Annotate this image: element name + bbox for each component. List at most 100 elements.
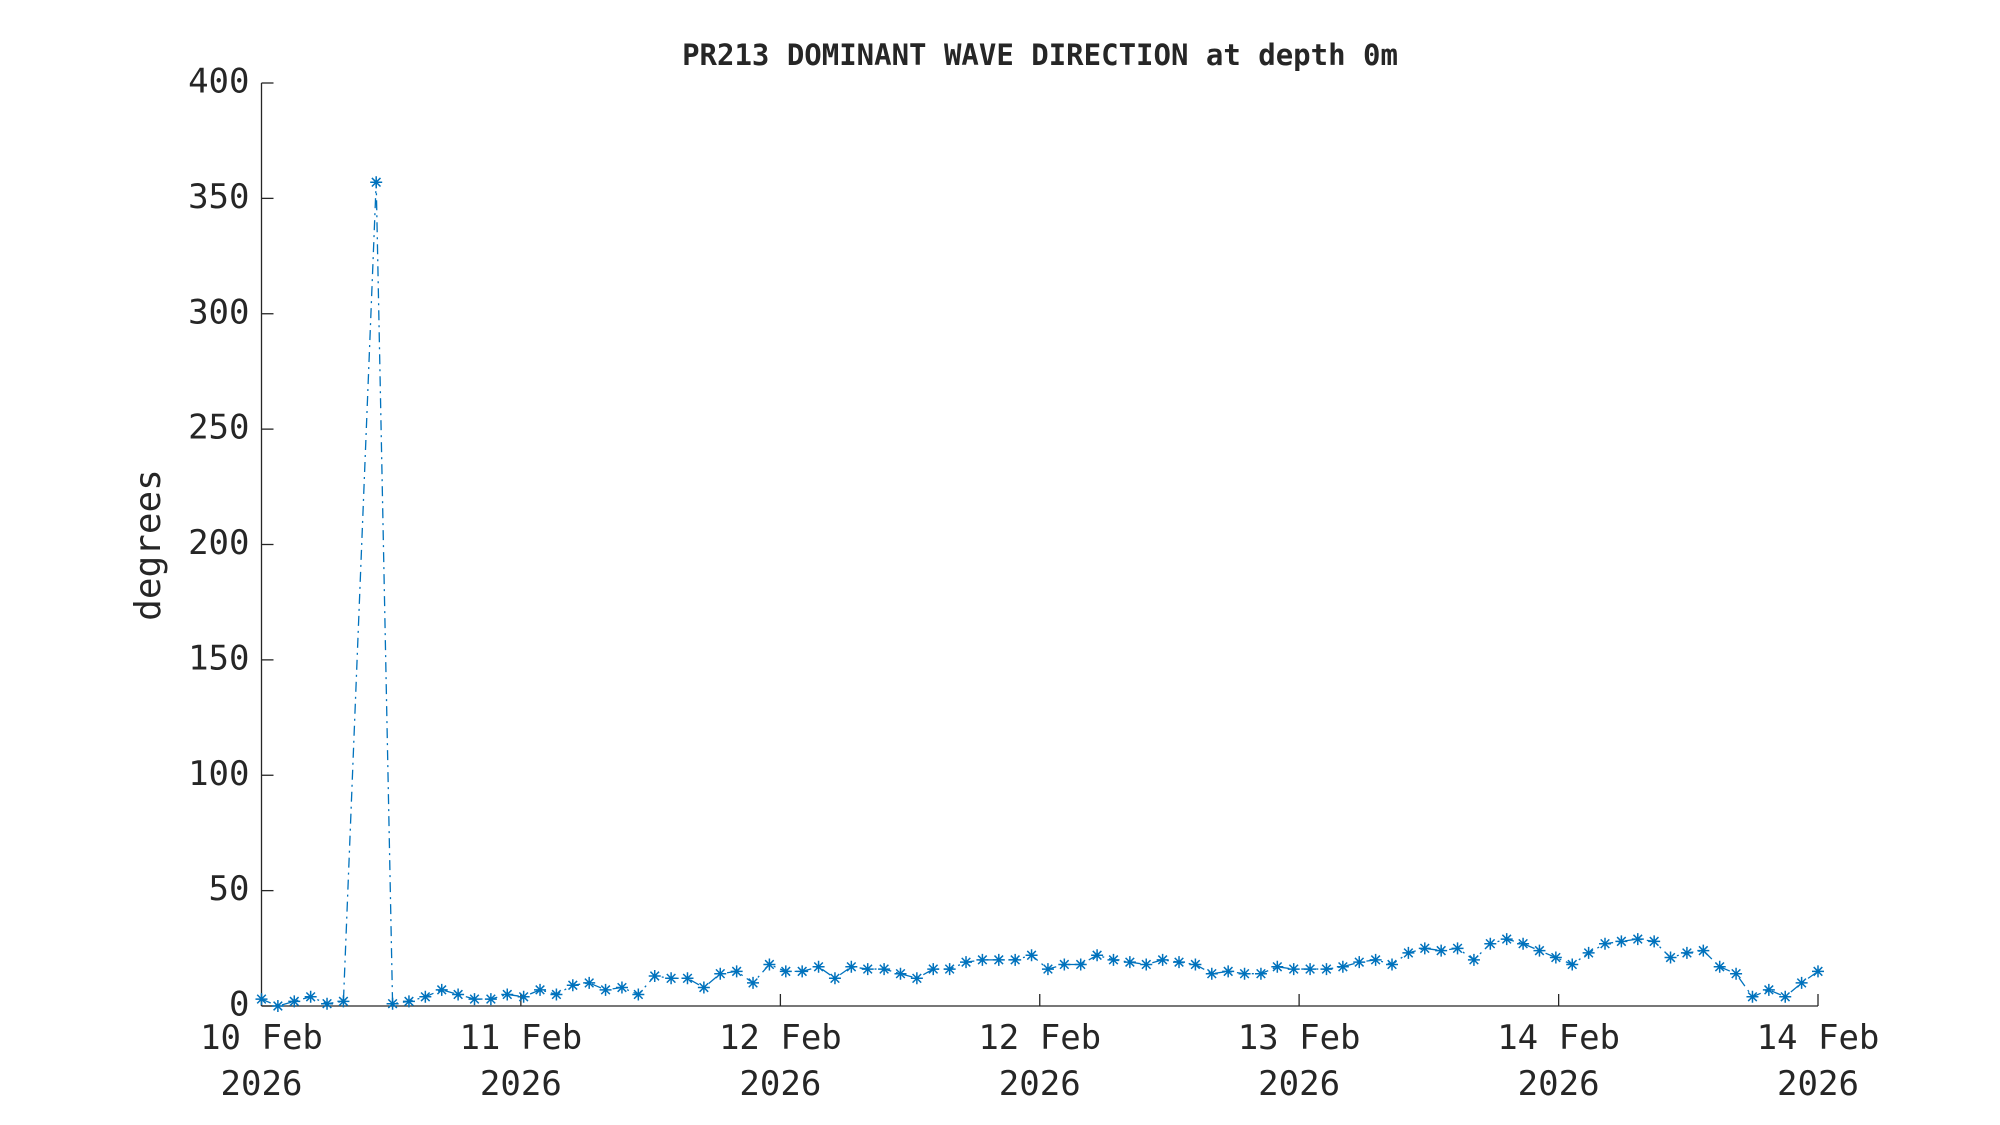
- data-point: [402, 995, 415, 1008]
- x-tick-label: 13 Feb 2026: [1237, 1018, 1361, 1104]
- data-point: [419, 990, 432, 1003]
- data-point: [583, 976, 596, 989]
- data-point: [992, 953, 1005, 966]
- data-point: [1353, 956, 1366, 969]
- data-point: [665, 972, 678, 985]
- data-point: [1730, 967, 1743, 980]
- data-point: [484, 993, 497, 1006]
- data-line: [261, 182, 1819, 1007]
- y-tick-label: 0: [229, 985, 249, 1025]
- data-point: [976, 953, 989, 966]
- y-axis-label: degrees: [128, 469, 169, 621]
- data-point: [681, 972, 694, 985]
- y-tick-label: 300: [188, 292, 249, 332]
- data-point: [796, 965, 809, 978]
- data-point: [1435, 944, 1448, 957]
- data-point: [1156, 953, 1169, 966]
- data-point: [1107, 953, 1120, 966]
- data-point: [812, 960, 825, 973]
- data-point: [255, 993, 268, 1006]
- data-point: [1123, 956, 1136, 969]
- data-point: [534, 983, 547, 996]
- x-tick-label: 11 Feb 2026: [459, 1018, 583, 1104]
- data-point: [1812, 965, 1824, 978]
- data-point: [1648, 935, 1661, 948]
- data-point: [1336, 960, 1349, 973]
- data-point: [1369, 953, 1382, 966]
- y-tick-label: 100: [188, 754, 249, 794]
- data-point: [566, 979, 579, 992]
- data-point: [1746, 990, 1759, 1003]
- data-point: [747, 976, 760, 989]
- data-point: [1631, 933, 1644, 946]
- data-point: [1599, 937, 1612, 950]
- data-point: [1664, 951, 1677, 964]
- data-point: [1304, 963, 1317, 976]
- data-point: [1058, 958, 1071, 971]
- data-point: [517, 990, 530, 1003]
- x-tick-label: 12 Feb 2026: [978, 1018, 1102, 1104]
- data-point: [615, 981, 628, 994]
- data-point: [452, 988, 465, 1001]
- data-point: [1680, 946, 1693, 959]
- y-tick-label: 200: [188, 523, 249, 563]
- y-tick-label: 150: [188, 638, 249, 678]
- data-point: [1795, 976, 1808, 989]
- data-point: [1140, 958, 1153, 971]
- data-point: [1222, 965, 1235, 978]
- x-tick-label: 14 Feb 2026: [1756, 1018, 1880, 1104]
- data-point: [550, 988, 563, 1001]
- data-point: [1091, 949, 1104, 962]
- data-point: [648, 970, 661, 983]
- x-tick-label: 14 Feb 2026: [1497, 1018, 1621, 1104]
- data-point: [304, 990, 317, 1003]
- data-point: [960, 956, 973, 969]
- data-point: [468, 993, 481, 1006]
- data-point: [878, 963, 891, 976]
- data-point: [943, 963, 956, 976]
- data-point: [1615, 935, 1628, 948]
- data-point: [861, 963, 874, 976]
- data-point: [910, 972, 923, 985]
- data-point: [1173, 956, 1186, 969]
- data-point: [632, 988, 645, 1001]
- data-point: [1402, 946, 1415, 959]
- data-point: [386, 997, 399, 1010]
- data-point: [1484, 937, 1497, 950]
- data-point: [1287, 963, 1300, 976]
- data-point: [697, 981, 710, 994]
- data-point: [271, 1000, 284, 1012]
- data-point: [1025, 949, 1038, 962]
- data-point: [1697, 944, 1710, 957]
- data-point: [1074, 958, 1087, 971]
- data-point: [730, 965, 743, 978]
- data-point: [1041, 963, 1054, 976]
- data-point: [1582, 946, 1595, 959]
- data-point: [1713, 960, 1726, 973]
- data-point: [927, 963, 940, 976]
- data-point: [1762, 983, 1775, 996]
- data-point: [337, 995, 350, 1008]
- data-point: [501, 988, 514, 1001]
- x-tick-label: 12 Feb 2026: [718, 1018, 842, 1104]
- data-point: [1320, 963, 1333, 976]
- data-point: [714, 967, 727, 980]
- y-tick-label: 250: [188, 408, 249, 448]
- data-point: [1254, 967, 1267, 980]
- data-point: [1500, 933, 1513, 946]
- data-point: [763, 958, 776, 971]
- data-point: [599, 983, 612, 996]
- data-point: [1205, 967, 1218, 980]
- data-point: [1189, 958, 1202, 971]
- data-point: [321, 997, 334, 1010]
- data-point: [894, 967, 907, 980]
- x-tick-label: 10 Feb 2026: [200, 1018, 323, 1104]
- data-point: [828, 972, 841, 985]
- data-point: [779, 965, 792, 978]
- data-point: [1517, 937, 1530, 950]
- data-point: [370, 176, 383, 189]
- data-point: [1467, 953, 1480, 966]
- chart-title: PR213 DOMINANT WAVE DIRECTION at depth 0…: [682, 38, 1398, 72]
